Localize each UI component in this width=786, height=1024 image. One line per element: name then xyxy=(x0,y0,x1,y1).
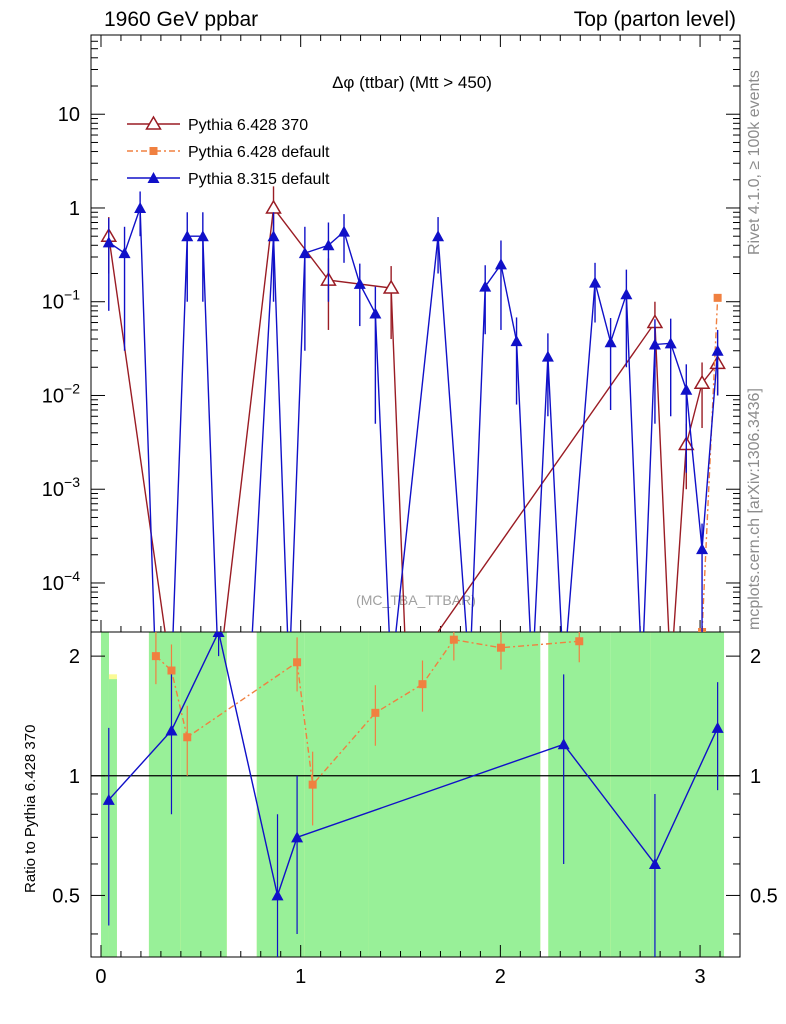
ratio-y-tick-label-right: 0.5 xyxy=(750,885,778,907)
ratio-marker xyxy=(293,658,302,667)
y-tick-label: 10−1 xyxy=(42,287,80,314)
ratio-y-axis-label: Ratio to Pythia 6.428 370 xyxy=(22,724,39,893)
data-marker xyxy=(648,338,661,350)
data-marker xyxy=(102,236,115,248)
header-right: Top (parton level) xyxy=(573,8,736,31)
ratio-band-inner xyxy=(650,632,725,957)
ratio-marker xyxy=(711,721,724,733)
ratio-band-inner xyxy=(148,632,181,957)
x-tick-label: 0 xyxy=(95,966,106,988)
rivet-version-text: Rivet 4.1.0, ≥ 100k events xyxy=(746,70,763,255)
x-tick-label: 3 xyxy=(694,966,705,988)
ratio-marker xyxy=(575,637,584,646)
legend-label: Pythia 8.315 default xyxy=(188,171,330,188)
data-marker xyxy=(664,337,677,349)
main-series xyxy=(100,186,726,632)
data-marker xyxy=(693,374,711,390)
chart-title: Δφ (ttbar) (Mtt > 450) xyxy=(332,73,492,92)
legend-marker xyxy=(149,147,158,155)
series-line xyxy=(108,206,719,632)
ratio-marker xyxy=(151,652,160,661)
ratio-y-tick-label: 2 xyxy=(69,646,80,668)
data-marker xyxy=(267,230,280,242)
ratio-plot-frame xyxy=(90,631,741,958)
x-tick-label: 1 xyxy=(295,966,306,988)
data-marker xyxy=(541,350,554,362)
y-tick-label: 10−2 xyxy=(42,380,80,407)
ratio-y-tick-label-right: 2 xyxy=(750,646,761,668)
data-marker xyxy=(298,247,311,259)
data-marker xyxy=(711,344,724,356)
x-tick-label: 2 xyxy=(495,966,506,988)
data-marker xyxy=(479,280,492,292)
ratio-marker xyxy=(165,724,178,736)
data-marker xyxy=(181,230,194,242)
ratio-y-tick-label: 1 xyxy=(69,766,80,788)
ratio-marker xyxy=(167,666,176,675)
ratio-series xyxy=(102,632,724,957)
y-tick-label: 10−4 xyxy=(42,568,80,595)
y-tick-label: 1 xyxy=(69,198,80,220)
ratio-marker xyxy=(183,733,192,742)
data-marker xyxy=(353,277,366,289)
ratio-y-tick-label: 0.5 xyxy=(52,885,80,907)
data-marker xyxy=(680,383,693,395)
ratio-band-inner xyxy=(610,632,651,957)
ratio-marker xyxy=(102,793,115,805)
data-marker xyxy=(432,230,445,242)
ratio-series-line xyxy=(155,638,580,787)
y-tick-label: 10 xyxy=(58,104,80,126)
data-marker xyxy=(589,276,602,288)
data-marker xyxy=(134,201,147,213)
data-marker xyxy=(265,199,282,214)
ratio-band-inner xyxy=(304,632,369,957)
ratio-y-tick-label-right: 1 xyxy=(750,766,761,788)
data-marker xyxy=(696,543,709,555)
data-marker xyxy=(620,288,633,300)
ratio-band-inner xyxy=(100,632,109,957)
ratio-marker xyxy=(371,708,380,717)
header-left: 1960 GeV ppbar xyxy=(104,8,259,31)
legend-label: Pythia 6.428 default xyxy=(188,144,330,161)
data-marker xyxy=(713,293,722,302)
ratio-band-inner xyxy=(548,632,611,957)
ratio-marker xyxy=(291,831,304,843)
data-marker xyxy=(196,230,209,242)
ratio-marker xyxy=(648,857,661,869)
data-marker xyxy=(369,307,382,319)
watermark-text: (MC_TBA_TTBAR) xyxy=(356,592,476,608)
legend-marker xyxy=(147,172,160,183)
ratio-marker xyxy=(557,738,570,750)
ratio-marker xyxy=(271,889,284,901)
ratio-marker xyxy=(418,680,427,689)
legend-marker xyxy=(145,115,162,130)
ratio-marker xyxy=(308,780,317,789)
legend-label: Pythia 6.428 370 xyxy=(188,117,308,134)
series-line xyxy=(701,297,719,632)
ratio-series-line xyxy=(108,632,719,899)
data-marker xyxy=(338,225,351,237)
data-marker xyxy=(322,239,335,251)
series-line xyxy=(108,207,719,632)
ratio-marker xyxy=(496,643,505,652)
ratio-bands xyxy=(100,632,725,957)
ratio-band-inner xyxy=(108,679,117,957)
data-marker xyxy=(118,247,131,259)
ratio-band-inner xyxy=(368,632,415,957)
data-marker xyxy=(510,335,523,347)
ratio-marker xyxy=(212,632,225,637)
data-marker xyxy=(382,279,400,294)
ratio-band-inner xyxy=(180,632,227,957)
data-marker xyxy=(494,258,507,270)
ratio-band-inner xyxy=(414,632,541,957)
mcplots-reference-text: mcplots.cern.ch [arXiv:1306.3436] xyxy=(746,388,763,630)
y-tick-label: 10−3 xyxy=(42,474,80,501)
ratio-marker xyxy=(449,635,458,644)
data-marker xyxy=(604,336,617,348)
